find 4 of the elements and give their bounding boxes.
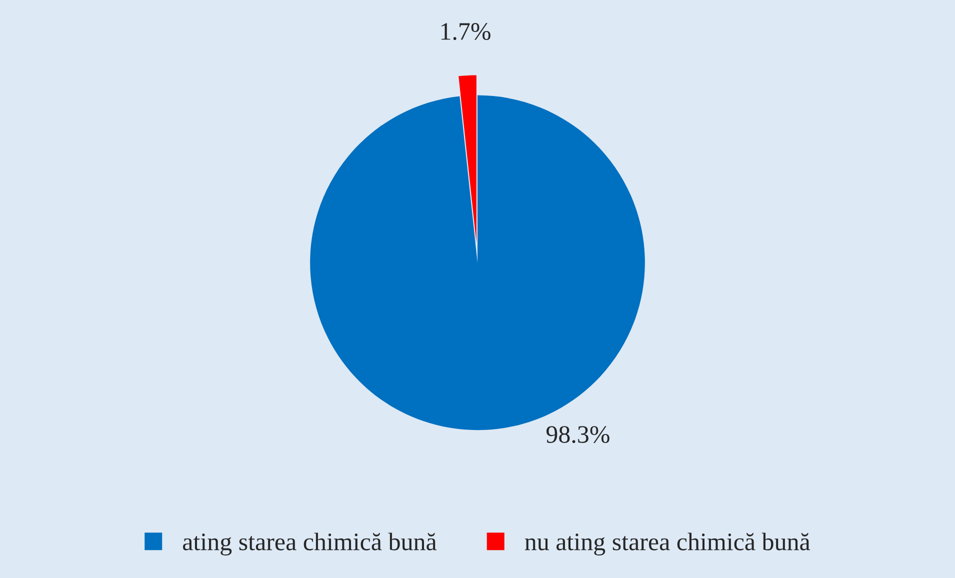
legend-label: nu ating starea chimică bună <box>524 532 810 556</box>
data-label: 98.3% <box>546 426 610 444</box>
data-label: 1.7% <box>441 23 490 40</box>
legend-label: ating starea chimică bună <box>182 532 437 556</box>
